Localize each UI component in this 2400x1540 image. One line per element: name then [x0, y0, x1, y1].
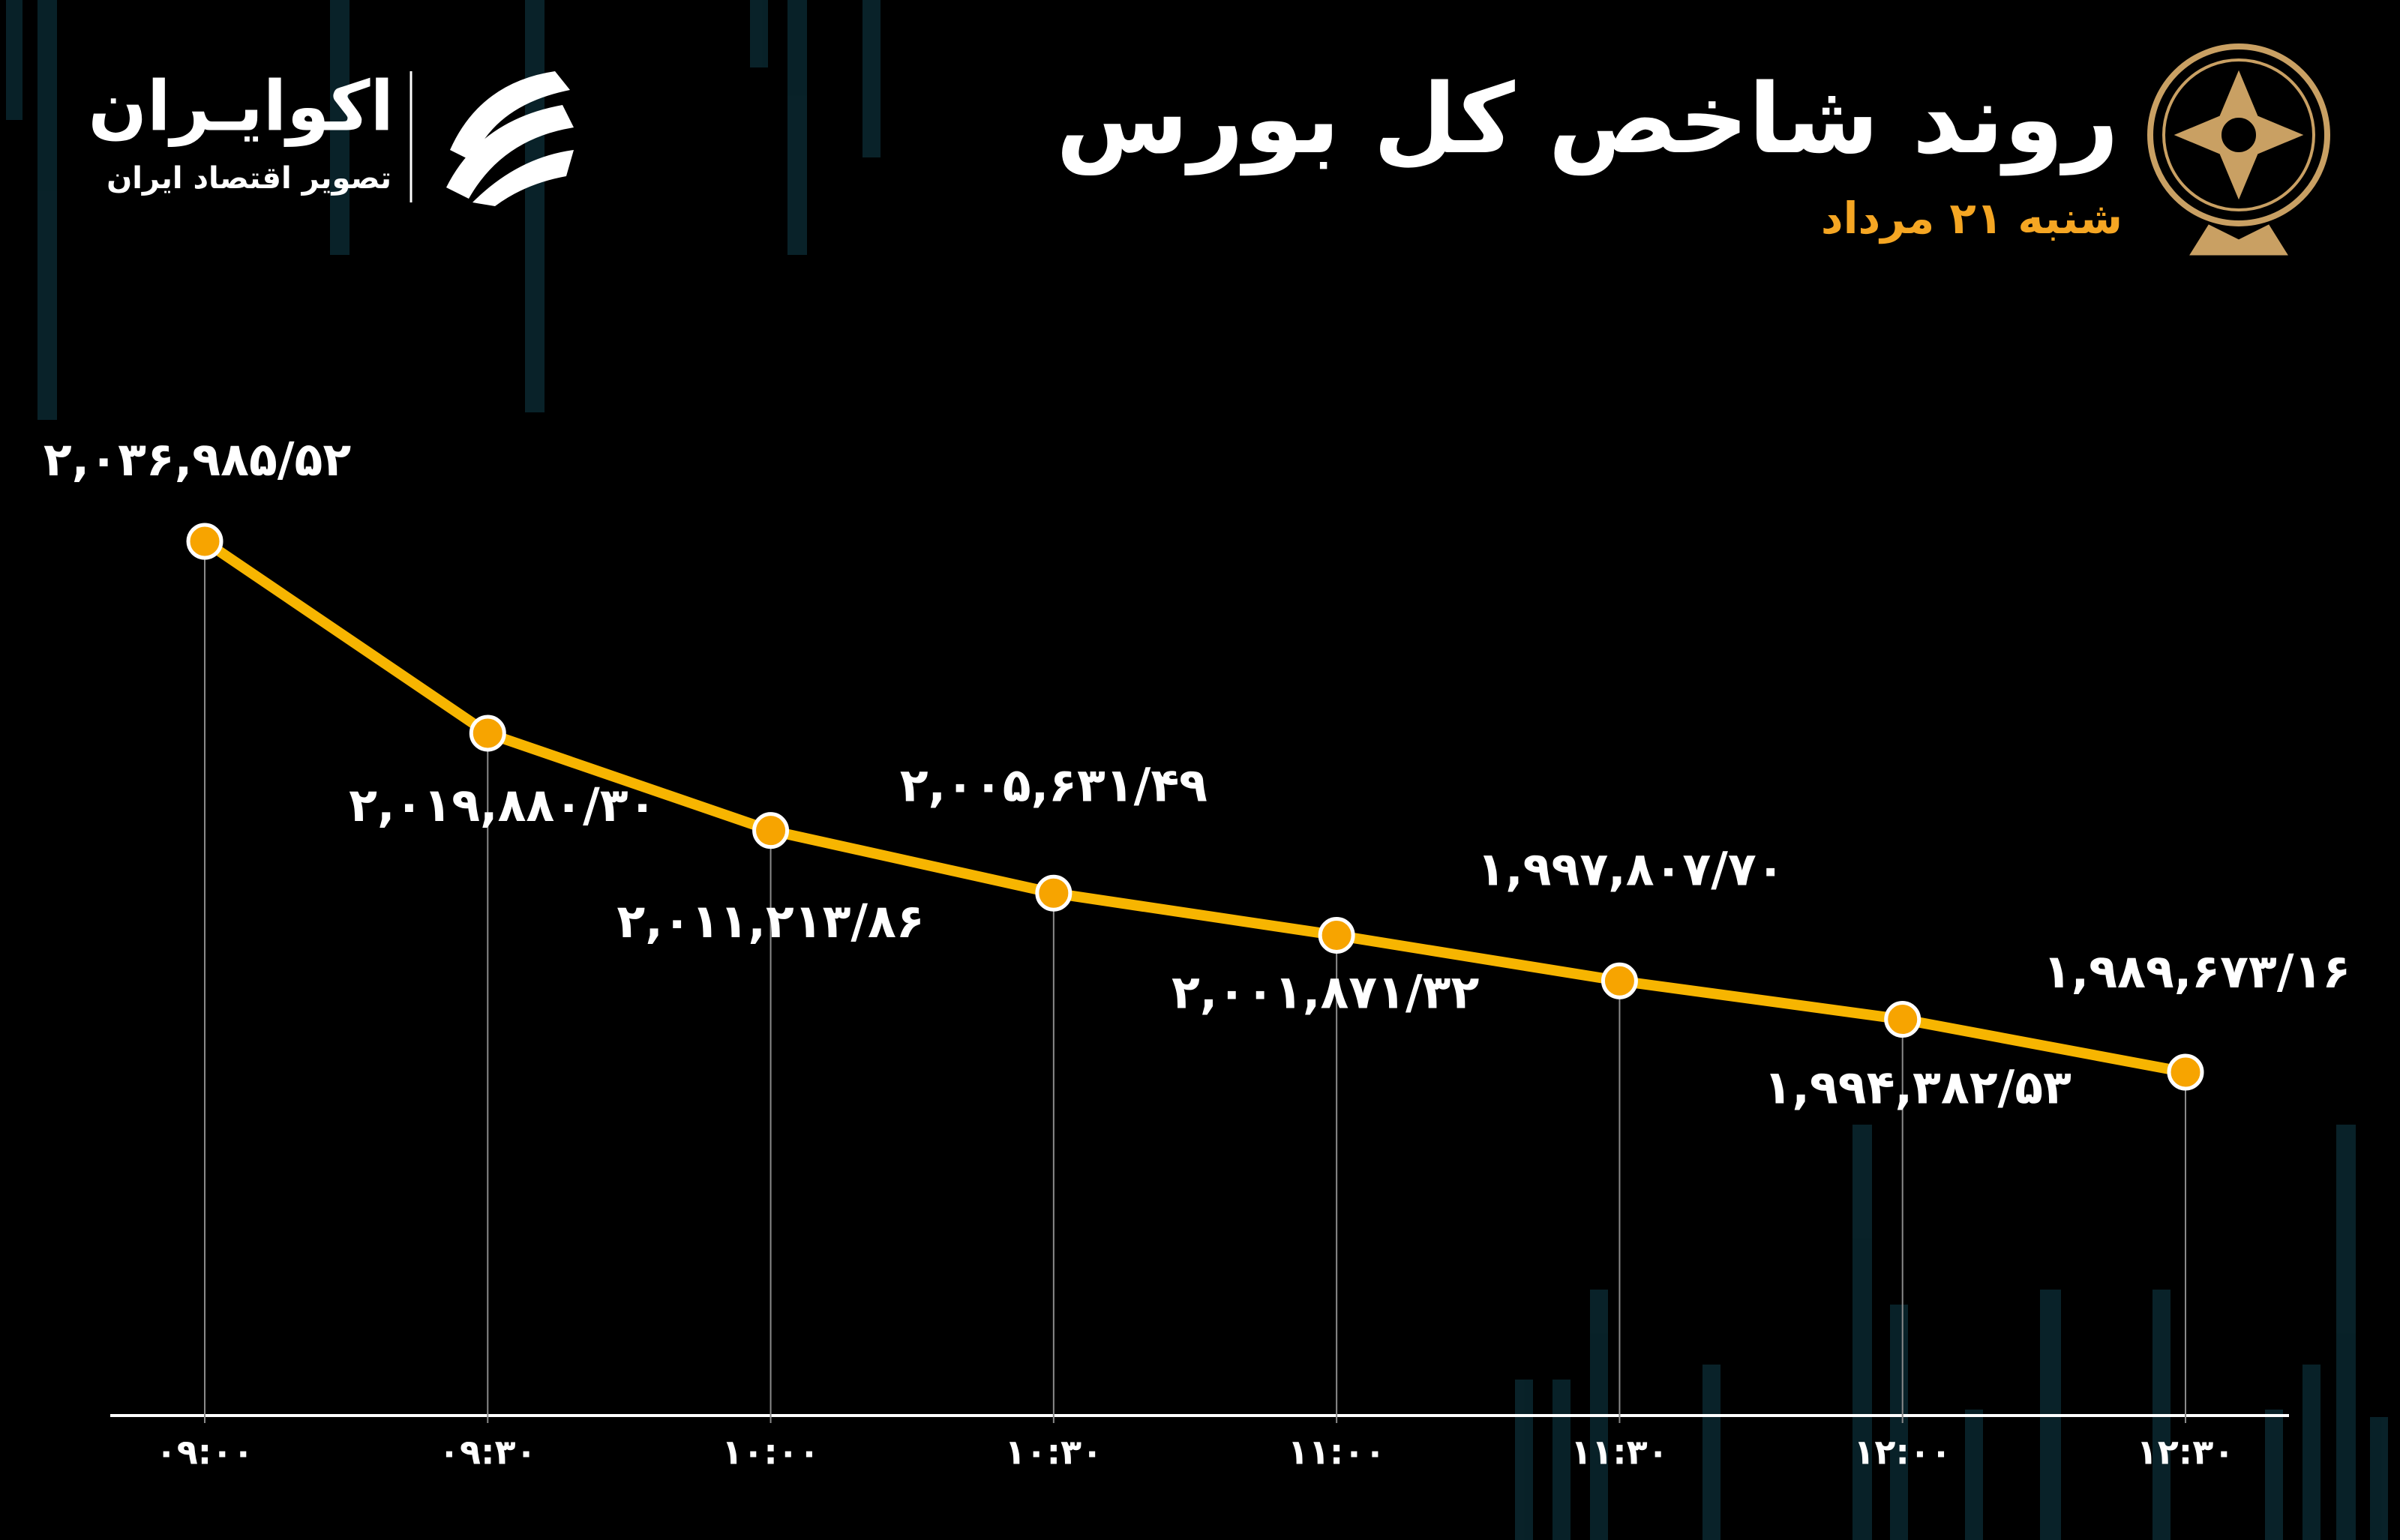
chart-subtitle: شنبه ۲۱ مرداد	[1821, 193, 2122, 244]
x-tick-label: ۰۹:۰۰	[156, 1432, 254, 1473]
decor-candles	[6, 0, 2388, 1540]
x-tick-label: ۱۲:۳۰	[2137, 1432, 2235, 1473]
point	[2167, 1053, 2204, 1091]
point	[1035, 874, 1072, 912]
point	[186, 523, 224, 560]
x-tick-label: ۱۰:۰۰	[722, 1432, 820, 1473]
value-label: ۱,۹۹۴,۳۸۲/۵۳	[1764, 1060, 2072, 1115]
x-tick-label: ۱۱:۳۰	[1570, 1432, 1669, 1473]
x-tick-label: ۱۰:۳۰	[1005, 1432, 1103, 1473]
point	[1884, 1001, 1922, 1038]
line	[200, 536, 2191, 1077]
value-label: ۲,۰۱۹,۸۸۰/۳۰	[349, 777, 656, 832]
brand-logo: اکوایـران تصویر اقتصاد ایران	[88, 66, 574, 206]
point	[1318, 916, 1355, 954]
value-label: ۲,۰۳۶,۹۸۵/۵۲	[44, 432, 351, 487]
x-tick-label: ۰۹:۳۰	[439, 1432, 537, 1473]
point	[752, 812, 790, 849]
point	[1600, 962, 1638, 999]
brand-name: اکوایـران	[88, 66, 394, 147]
value-label: ۲,۰۰۱,۸۷۱/۳۲	[1172, 965, 1479, 1020]
value-label: ۲,۰۰۵,۶۳۱/۴۹	[900, 757, 1208, 812]
point	[469, 715, 506, 752]
x-tick-label: ۱۱:۰۰	[1288, 1432, 1386, 1473]
exchange-emblem	[2147, 43, 2330, 256]
brand-tagline: تصویر اقتصاد ایران	[106, 161, 392, 196]
value-label: ۱,۹۸۹,۶۷۳/۱۶	[2043, 944, 2350, 999]
chart-title: روند شاخص کل بورس	[1056, 64, 2119, 176]
value-label: ۲,۰۱۱,۲۱۳/۸۶	[616, 894, 924, 948]
x-tick-label: ۱۲:۰۰	[1853, 1432, 1952, 1473]
value-label: ۱,۹۹۷,۸۰۷/۷۰	[1477, 841, 1784, 896]
